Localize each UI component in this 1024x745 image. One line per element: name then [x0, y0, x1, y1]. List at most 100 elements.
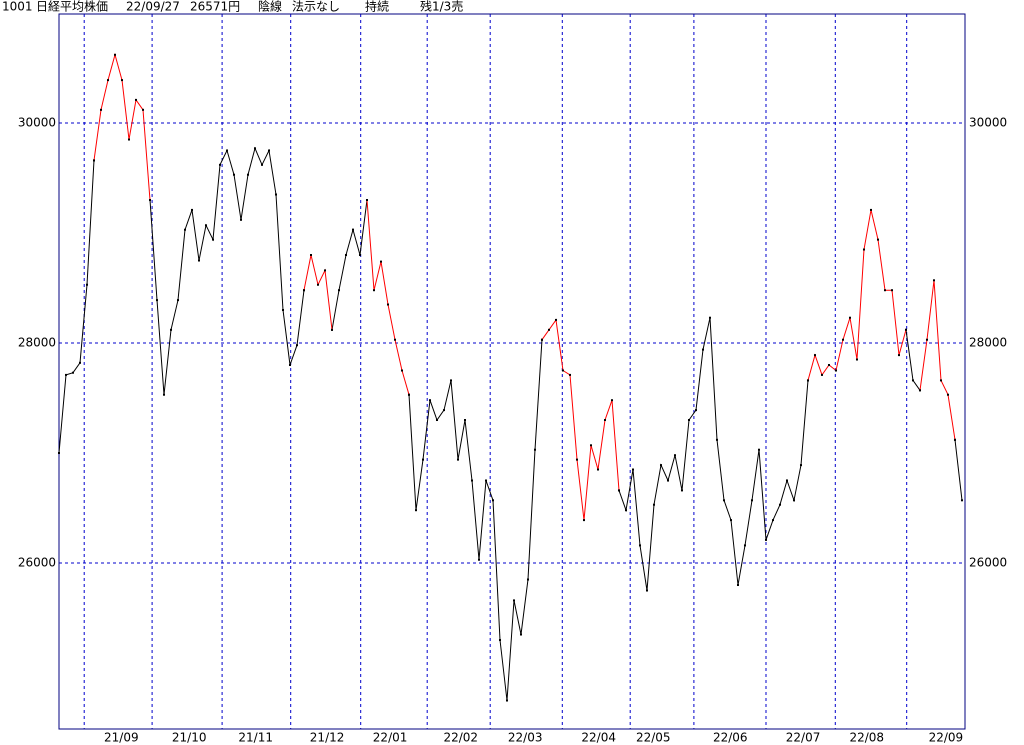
- price-dot: [904, 328, 907, 331]
- price-dot: [351, 228, 354, 231]
- price-dot: [190, 208, 193, 211]
- price-dot: [428, 399, 431, 402]
- price-dot: [183, 228, 186, 231]
- price-dot: [666, 479, 669, 482]
- price-dot: [99, 108, 102, 111]
- price-dot: [806, 379, 809, 382]
- price-dot: [491, 499, 494, 502]
- price-dot: [953, 438, 956, 441]
- price-dot: [400, 369, 403, 372]
- price-dot: [421, 458, 424, 461]
- price-dot: [309, 254, 312, 257]
- price-dot: [358, 254, 361, 257]
- price-dot: [827, 364, 830, 367]
- price-dot: [939, 379, 942, 382]
- price-dot: [141, 108, 144, 111]
- x-tick-label: 22/05: [636, 731, 671, 745]
- price-dot: [316, 283, 319, 286]
- price-dot: [211, 238, 214, 241]
- price-dot: [778, 503, 781, 506]
- title-part: 日経平均株価: [36, 0, 108, 14]
- price-dot: [155, 299, 158, 302]
- price-dot: [92, 159, 95, 162]
- price-dot: [120, 79, 123, 82]
- price-dot: [561, 369, 564, 372]
- price-dot: [932, 279, 935, 282]
- y-tick-label-right: 28000: [969, 336, 1007, 350]
- price-dot: [58, 452, 60, 455]
- price-dot: [638, 544, 641, 547]
- price-dot: [792, 499, 795, 502]
- price-dot: [253, 147, 256, 150]
- price-dot: [295, 344, 298, 347]
- price-dot: [498, 639, 501, 642]
- price-dot: [372, 289, 375, 292]
- price-dot: [771, 519, 774, 522]
- price-dot: [722, 499, 725, 502]
- price-dot: [393, 338, 396, 341]
- title-part: 陰線: [258, 0, 282, 14]
- price-dot: [764, 538, 767, 541]
- x-tick-label: 22/08: [849, 731, 884, 745]
- price-dot: [624, 509, 627, 512]
- x-tick-label: 22/03: [508, 731, 543, 745]
- price-dot: [582, 519, 585, 522]
- price-dot: [631, 468, 634, 471]
- price-dot: [960, 499, 963, 502]
- price-dot: [799, 464, 802, 467]
- price-dot: [176, 299, 179, 302]
- price-dot: [218, 163, 221, 166]
- x-tick-label: 21/09: [104, 731, 139, 745]
- price-dot: [890, 289, 893, 292]
- price-dot: [246, 173, 249, 176]
- price-dot: [344, 254, 347, 257]
- price-dot: [288, 364, 291, 367]
- price-dot: [547, 328, 550, 331]
- price-dot: [85, 283, 88, 286]
- price-dot: [659, 464, 662, 467]
- price-dot: [330, 328, 333, 331]
- price-dot: [71, 371, 74, 374]
- price-dot: [456, 458, 459, 461]
- price-dot: [589, 444, 592, 447]
- x-tick-label: 21/10: [172, 731, 207, 745]
- price-dot: [414, 509, 417, 512]
- title-part: 法示なし: [292, 0, 340, 14]
- price-dot: [946, 393, 949, 396]
- price-dot: [281, 309, 284, 312]
- price-dot: [519, 633, 522, 636]
- price-dot: [911, 379, 914, 382]
- price-dot: [652, 503, 655, 506]
- price-dot: [575, 458, 578, 461]
- price-dot: [106, 79, 109, 82]
- price-dot: [743, 544, 746, 547]
- title-part: 22/09/27: [126, 0, 180, 14]
- price-dot: [708, 316, 711, 319]
- price-dot: [435, 419, 438, 422]
- price-dot: [694, 409, 697, 412]
- price-dot: [113, 53, 116, 56]
- price-dot: [526, 578, 529, 581]
- price-dot: [876, 238, 879, 241]
- price-dot: [883, 289, 886, 292]
- price-dot: [736, 584, 739, 587]
- price-dot: [813, 354, 816, 357]
- price-dot: [757, 448, 760, 451]
- price-dot: [477, 558, 480, 561]
- x-tick-label: 22/02: [443, 731, 478, 745]
- price-dot: [407, 393, 410, 396]
- price-dot: [596, 468, 599, 471]
- price-dot: [554, 318, 557, 321]
- price-dot: [169, 328, 172, 331]
- x-tick-label: 22/04: [581, 731, 616, 745]
- price-dot: [379, 260, 382, 263]
- price-dot: [540, 338, 543, 341]
- price-dot: [365, 199, 368, 202]
- plot-border: [58, 13, 966, 730]
- price-dot: [645, 589, 648, 592]
- price-dot: [337, 289, 340, 292]
- price-dot: [715, 438, 718, 441]
- x-tick-label: 22/07: [786, 731, 821, 745]
- price-dot: [386, 303, 389, 306]
